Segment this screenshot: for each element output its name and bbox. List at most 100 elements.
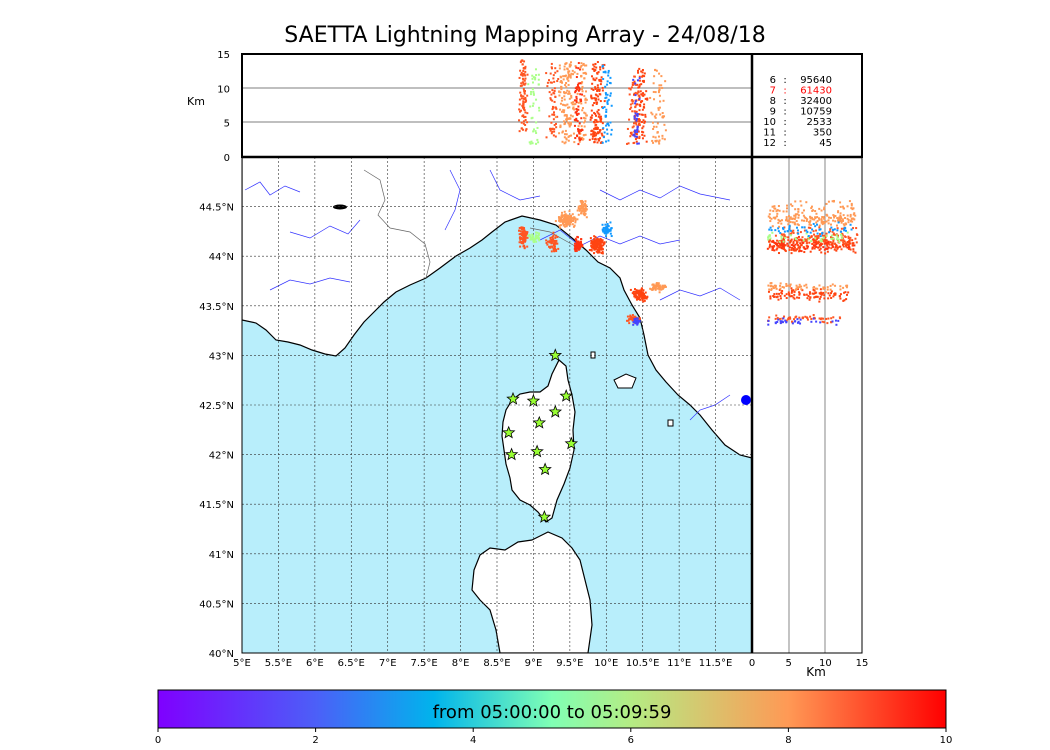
altitude-point xyxy=(553,92,556,95)
side-point xyxy=(767,215,770,218)
colorbar xyxy=(157,689,947,729)
altitude-point xyxy=(658,142,661,145)
lightning-point xyxy=(602,229,605,232)
lightning-point xyxy=(584,209,587,212)
altitude-point xyxy=(566,106,569,109)
map-panel[interactable] xyxy=(242,157,752,653)
altitude-point xyxy=(653,75,656,78)
side-point xyxy=(831,283,834,286)
lightning-point xyxy=(600,248,603,251)
side-point xyxy=(785,210,788,213)
side-point xyxy=(822,246,825,249)
lightning-point xyxy=(605,226,608,229)
side-point xyxy=(822,216,825,219)
giglio-island xyxy=(667,419,674,427)
side-point xyxy=(786,207,789,210)
side-point xyxy=(826,245,829,248)
side-point xyxy=(847,237,850,240)
side-point xyxy=(813,317,816,320)
altitude-point xyxy=(642,92,645,95)
altitude-point xyxy=(572,101,575,104)
altitude-point xyxy=(531,104,534,107)
lightning-point xyxy=(552,244,555,247)
altitude-point xyxy=(520,71,523,74)
altitude-point xyxy=(564,133,567,136)
altitude-point xyxy=(592,78,595,81)
side-point xyxy=(794,208,797,211)
star-icon xyxy=(537,510,552,523)
altitude-point xyxy=(633,133,636,136)
side-point xyxy=(819,233,822,236)
altitude-point xyxy=(548,115,551,118)
altitude-point xyxy=(655,69,658,72)
altitude-point xyxy=(575,117,578,120)
altitude-point xyxy=(635,140,638,143)
altitude-point xyxy=(567,83,570,86)
side-point xyxy=(784,249,787,252)
altitude-point xyxy=(535,74,538,77)
altitude-point xyxy=(629,135,632,138)
lightning-point xyxy=(601,248,604,251)
side-point xyxy=(841,243,844,246)
altitude-point xyxy=(640,70,643,73)
altitude-point xyxy=(595,114,598,117)
side-panel[interactable] xyxy=(751,156,863,654)
side-point xyxy=(780,237,783,240)
side-point xyxy=(841,233,844,236)
side-point xyxy=(791,230,794,233)
lightning-point xyxy=(585,205,588,208)
side-point xyxy=(843,224,846,227)
altitude-point xyxy=(600,80,603,83)
side-point xyxy=(819,228,822,231)
side-point xyxy=(846,231,849,234)
lightning-point xyxy=(584,207,587,210)
lightning-point xyxy=(523,227,526,230)
lightning-point xyxy=(579,245,582,248)
side-point xyxy=(771,249,774,252)
altitude-point xyxy=(636,128,639,131)
side-point xyxy=(811,228,814,231)
side-point xyxy=(773,249,776,252)
altitude-point xyxy=(599,100,602,103)
lightning-point xyxy=(576,242,579,245)
side-point xyxy=(796,296,799,299)
lightning-point xyxy=(580,207,583,210)
side-point xyxy=(830,223,833,226)
altitude-panel[interactable] xyxy=(241,53,753,158)
lightning-point xyxy=(597,248,600,251)
altitude-point xyxy=(636,103,639,106)
lat-tick-labels: 44.5°N44°N43.5°N43°N42.5°N42°N41.5°N41°N… xyxy=(199,203,234,660)
side-point xyxy=(825,220,828,223)
side-point xyxy=(768,234,771,237)
side-tick-label: 5 xyxy=(785,658,791,669)
stat-value: 350 xyxy=(813,128,832,139)
side-point xyxy=(838,316,841,319)
side-point xyxy=(824,291,827,294)
side-point xyxy=(847,221,850,224)
altitude-point xyxy=(641,130,644,133)
altitude-point xyxy=(626,142,629,145)
altitude-point xyxy=(559,108,562,111)
altitude-point xyxy=(654,69,657,72)
altitude-point xyxy=(570,121,573,124)
altitude-point xyxy=(577,108,580,111)
lightning-point xyxy=(565,219,568,222)
side-point xyxy=(818,207,821,210)
lightning-point xyxy=(575,247,578,250)
altitude-point xyxy=(602,71,605,74)
side-point xyxy=(774,229,777,232)
lightning-point xyxy=(535,240,538,243)
altitude-point xyxy=(522,103,525,106)
side-point xyxy=(793,246,796,249)
altitude-point xyxy=(580,125,583,128)
lightning-point xyxy=(581,205,584,208)
side-point xyxy=(793,239,796,242)
side-point xyxy=(791,246,794,249)
side-point xyxy=(792,244,795,247)
side-point xyxy=(771,225,774,228)
side-point xyxy=(822,287,825,290)
side-point xyxy=(814,244,817,247)
side-point xyxy=(780,219,783,222)
side-point xyxy=(768,244,771,247)
altitude-point xyxy=(537,73,540,76)
